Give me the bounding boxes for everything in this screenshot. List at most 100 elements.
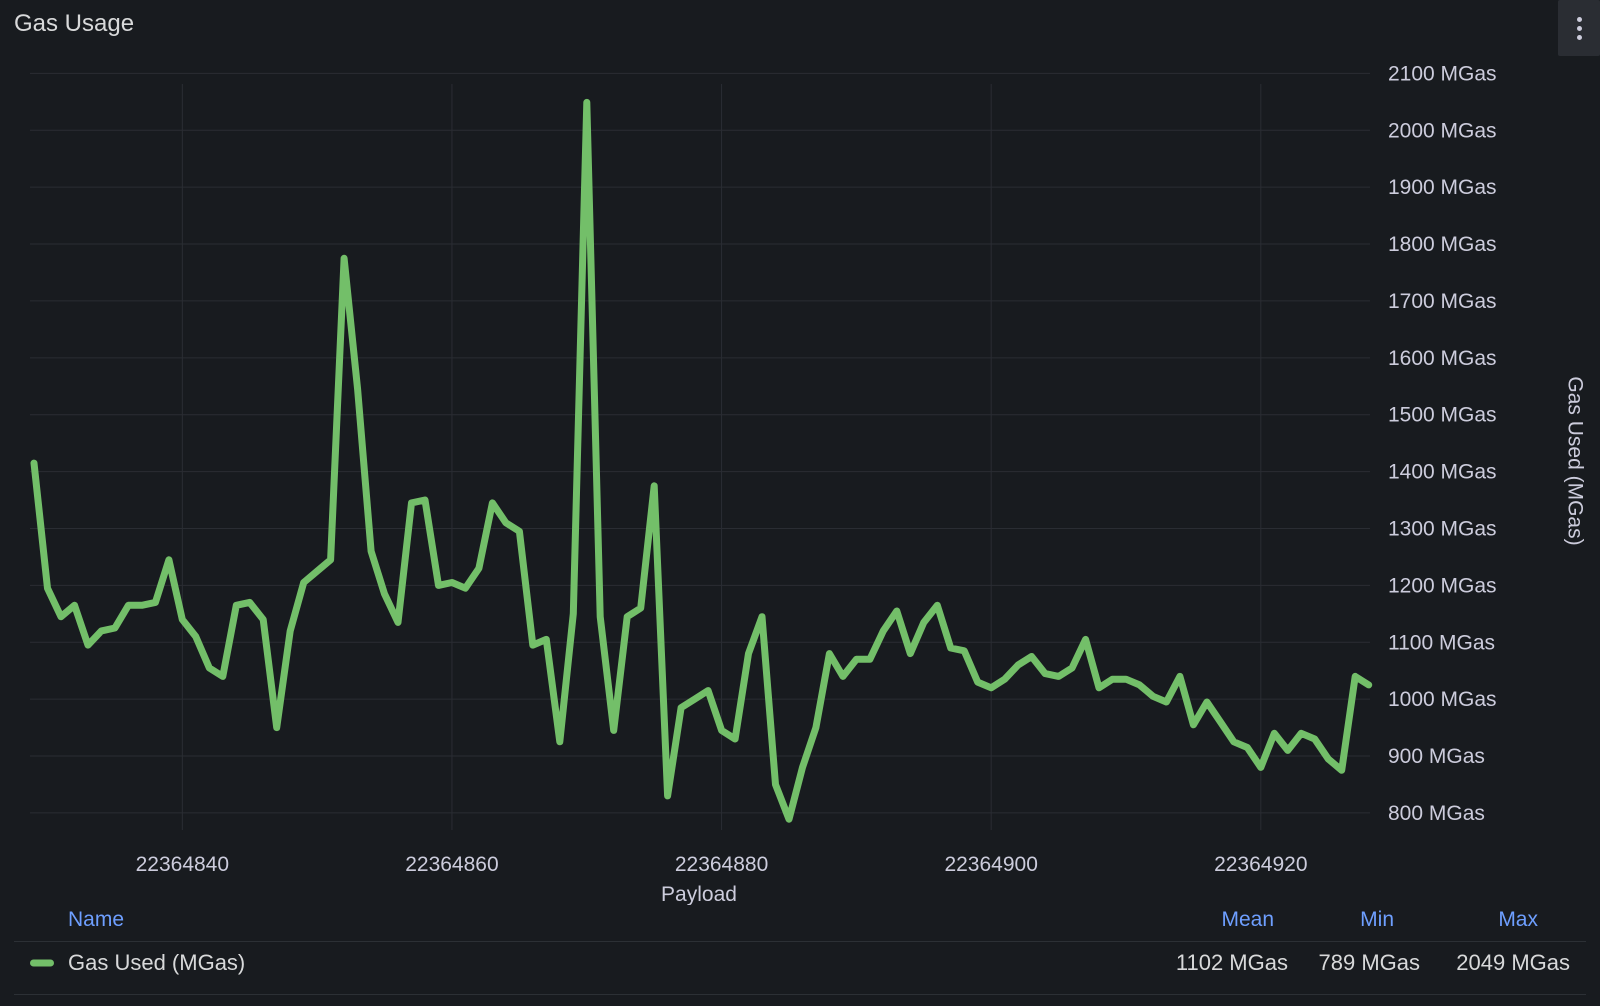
data-point[interactable] <box>421 496 429 504</box>
data-point[interactable] <box>771 780 779 788</box>
data-point[interactable] <box>1162 698 1170 706</box>
data-point[interactable] <box>1082 635 1090 643</box>
data-point[interactable] <box>381 590 389 598</box>
data-point[interactable] <box>259 616 267 624</box>
data-point[interactable] <box>542 635 550 643</box>
data-point[interactable] <box>44 584 52 592</box>
data-point[interactable] <box>583 98 591 106</box>
data-point[interactable] <box>124 601 132 609</box>
data-point[interactable] <box>677 704 685 712</box>
data-point[interactable] <box>408 499 416 507</box>
data-point[interactable] <box>1068 664 1076 672</box>
data-point[interactable] <box>1230 738 1238 746</box>
data-point[interactable] <box>30 459 38 467</box>
data-point[interactable] <box>1257 763 1265 771</box>
data-point[interactable] <box>178 616 186 624</box>
data-point[interactable] <box>1095 684 1103 692</box>
data-point[interactable] <box>947 644 955 652</box>
series-line[interactable] <box>30 98 1373 823</box>
data-point[interactable] <box>1055 672 1063 680</box>
data-point[interactable] <box>974 678 982 686</box>
data-point[interactable] <box>664 792 672 800</box>
data-point[interactable] <box>515 527 523 535</box>
data-point[interactable] <box>1270 729 1278 737</box>
data-point[interactable] <box>502 519 510 527</box>
data-point[interactable] <box>246 598 254 606</box>
data-point[interactable] <box>327 556 335 564</box>
data-point[interactable] <box>1041 670 1049 678</box>
data-point[interactable] <box>718 726 726 734</box>
data-point[interactable] <box>111 624 119 632</box>
data-point[interactable] <box>219 672 227 680</box>
data-point[interactable] <box>205 664 213 672</box>
data-point[interactable] <box>394 618 402 626</box>
data-point[interactable] <box>1109 675 1117 683</box>
data-point[interactable] <box>785 815 793 823</box>
data-point[interactable] <box>448 579 456 587</box>
data-point[interactable] <box>461 584 469 592</box>
data-point[interactable] <box>151 598 159 606</box>
data-point[interactable] <box>488 499 496 507</box>
data-point[interactable] <box>1028 652 1036 660</box>
data-point[interactable] <box>920 618 928 626</box>
data-point[interactable] <box>1176 672 1184 680</box>
data-point[interactable] <box>704 687 712 695</box>
data-point[interactable] <box>1311 735 1319 743</box>
data-point[interactable] <box>1297 729 1305 737</box>
data-point[interactable] <box>286 627 294 635</box>
data-point[interactable] <box>313 567 321 575</box>
data-point[interactable] <box>745 650 753 658</box>
data-point[interactable] <box>906 650 914 658</box>
data-point[interactable] <box>596 613 604 621</box>
data-point[interactable] <box>852 655 860 663</box>
data-point[interactable] <box>97 627 105 635</box>
data-point[interactable] <box>1189 721 1197 729</box>
data-point[interactable] <box>623 613 631 621</box>
data-point[interactable] <box>1014 661 1022 669</box>
data-point[interactable] <box>893 607 901 615</box>
data-point[interactable] <box>1001 675 1009 683</box>
data-point[interactable] <box>610 726 618 734</box>
data-point[interactable] <box>960 647 968 655</box>
data-point[interactable] <box>192 633 200 641</box>
data-point[interactable] <box>839 672 847 680</box>
data-point[interactable] <box>529 641 537 649</box>
data-point[interactable] <box>300 579 308 587</box>
data-point[interactable] <box>475 564 483 572</box>
data-point[interactable] <box>232 601 240 609</box>
data-point[interactable] <box>1149 692 1157 700</box>
panel-menu-button[interactable] <box>1558 0 1600 56</box>
data-point[interactable] <box>367 547 375 555</box>
legend-header-min[interactable]: Min <box>1360 908 1394 931</box>
data-point[interactable] <box>1203 698 1211 706</box>
data-point[interactable] <box>1338 766 1346 774</box>
data-point[interactable] <box>340 254 348 262</box>
data-point[interactable] <box>1122 675 1130 683</box>
data-point[interactable] <box>866 655 874 663</box>
data-point[interactable] <box>650 482 658 490</box>
data-point[interactable] <box>637 604 645 612</box>
data-point[interactable] <box>1243 744 1251 752</box>
data-point[interactable] <box>758 613 766 621</box>
data-point[interactable] <box>165 556 173 564</box>
data-point[interactable] <box>933 601 941 609</box>
data-point[interactable] <box>825 650 833 658</box>
data-point[interactable] <box>1216 718 1224 726</box>
data-point[interactable] <box>987 684 995 692</box>
legend-header-mean[interactable]: Mean <box>1221 908 1274 931</box>
data-point[interactable] <box>1324 755 1332 763</box>
data-point[interactable] <box>70 601 78 609</box>
series-color-swatch[interactable] <box>30 959 54 967</box>
data-point[interactable] <box>1284 746 1292 754</box>
legend-series-name[interactable]: Gas Used (MGas) <box>68 950 246 975</box>
data-point[interactable] <box>1365 681 1373 689</box>
data-point[interactable] <box>879 627 887 635</box>
data-point[interactable] <box>57 613 65 621</box>
data-point[interactable] <box>1351 672 1359 680</box>
data-point[interactable] <box>812 724 820 732</box>
data-point[interactable] <box>691 695 699 703</box>
data-point[interactable] <box>354 385 362 393</box>
legend-row[interactable]: Gas Used (MGas) 1102 MGas 789 MGas 2049 … <box>0 948 1600 984</box>
data-point[interactable] <box>273 724 281 732</box>
data-point[interactable] <box>84 641 92 649</box>
